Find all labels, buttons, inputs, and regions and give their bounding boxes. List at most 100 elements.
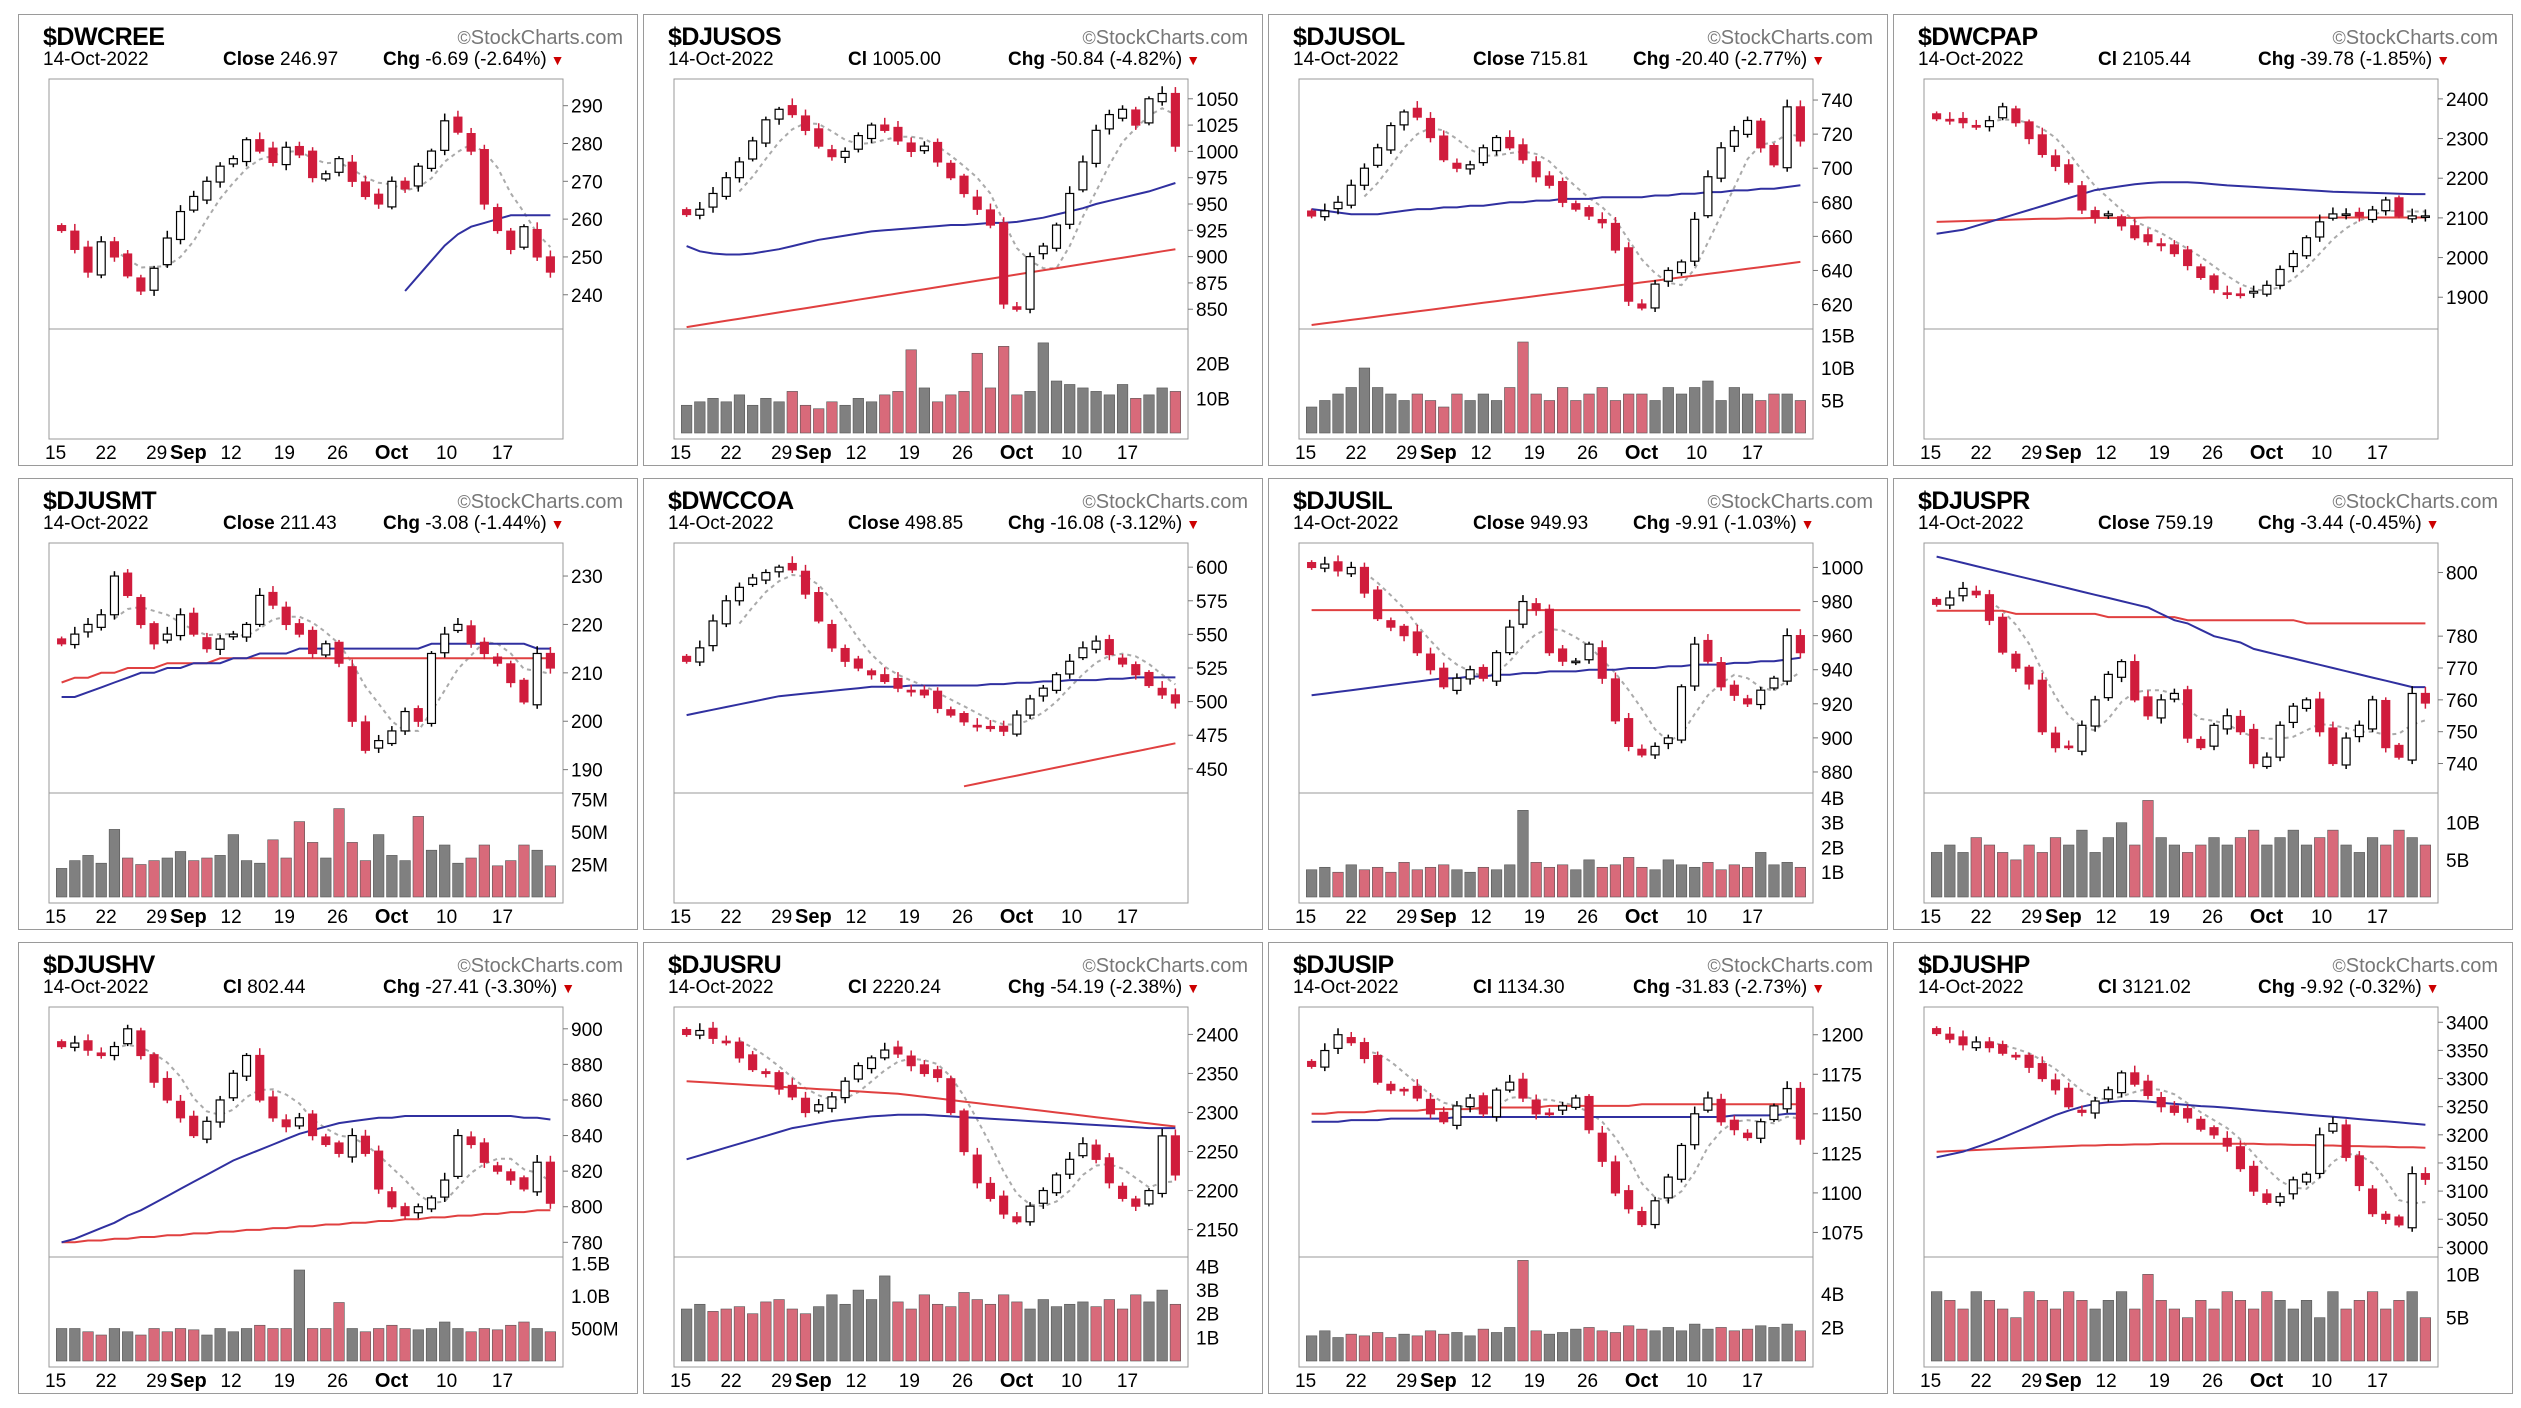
candle-body — [814, 592, 824, 622]
change-value: -31.83 (-2.73%) — [1675, 977, 1808, 998]
candle-body — [2077, 724, 2087, 752]
volume-bar — [399, 1328, 411, 1362]
volume-bar — [439, 844, 451, 898]
volume-bar — [56, 1328, 68, 1362]
candle-body — [1690, 643, 1700, 687]
volume-bar — [1143, 1301, 1155, 1362]
x-tick-label: 17 — [1117, 443, 1138, 464]
candle-body — [1945, 118, 1955, 122]
close-quote: Close 759.19 — [2098, 513, 2213, 535]
quote-date: 14-Oct-2022 — [1918, 513, 2024, 534]
symbol-title: $DJUSMT — [43, 487, 157, 515]
y-tick-label: 2150 — [1196, 1221, 1238, 1242]
quote-date: 14-Oct-2022 — [1918, 49, 2024, 70]
copyright-icon: © — [457, 28, 471, 48]
quote-date: 14-Oct-2022 — [1293, 513, 1399, 534]
candle-body — [866, 1057, 877, 1070]
volume-plot-frame — [1298, 328, 1814, 440]
close-label: Close — [1473, 513, 1525, 534]
candle-body — [1518, 1078, 1528, 1099]
volume-bar — [1345, 1333, 1357, 1362]
ma200-line — [1936, 1142, 2426, 1153]
volume-bar — [905, 349, 917, 434]
volume-bar — [2406, 1291, 2418, 1362]
ma200-line — [1936, 216, 2426, 223]
x-tick-label: 10 — [436, 1371, 457, 1392]
candle-body — [1117, 1185, 1128, 1199]
volume-bar — [1596, 866, 1608, 898]
volume-bar — [505, 1324, 517, 1362]
x-tick-label: 22 — [721, 907, 742, 928]
volume-tick-label: 10B — [2446, 1265, 2480, 1286]
volume-bar — [1024, 1308, 1036, 1362]
watermark: ©StockCharts.com — [457, 27, 623, 50]
x-tick-label: 29 — [771, 1371, 792, 1392]
candle-body — [479, 1142, 489, 1163]
candle-body — [1359, 566, 1370, 594]
candle-body — [1333, 201, 1343, 210]
x-tick-label: 26 — [2202, 1371, 2223, 1392]
candle-body — [985, 1182, 996, 1199]
change-quote: Chg -3.44 (-0.45%) ▼ — [2258, 513, 2440, 535]
x-tick-label: 10 — [2311, 443, 2332, 464]
volume-bar — [1794, 866, 1806, 898]
candle-body — [123, 253, 133, 277]
y-tick-label: 270 — [571, 172, 603, 193]
ma50-line — [1936, 181, 2426, 235]
candle-body — [2209, 275, 2219, 290]
volume-bar — [2340, 1308, 2352, 1362]
y-tick-label: 2100 — [2446, 209, 2488, 230]
candle-body — [2064, 745, 2074, 749]
candle-body — [136, 1030, 146, 1057]
volume-bar — [2221, 1291, 2233, 1362]
candle-body — [1624, 247, 1634, 302]
ma200-line — [686, 1080, 1176, 1128]
candle-body — [413, 1206, 423, 1214]
volume-bar — [346, 842, 358, 898]
candle-body — [734, 586, 745, 602]
candle-body — [946, 162, 956, 179]
volume-bar — [1477, 393, 1489, 434]
volume-bar — [2393, 1300, 2405, 1362]
ma-short-line — [1989, 118, 2426, 292]
volume-bar — [2142, 1274, 2154, 1362]
down-arrow-icon: ▼ — [1186, 516, 1201, 532]
candle-body — [492, 1165, 503, 1172]
volume-bar — [1103, 394, 1115, 434]
close-quote: Cl 1005.00 — [848, 49, 941, 71]
volume-bar — [1050, 380, 1063, 434]
x-tick-label: Oct — [1625, 442, 1659, 464]
volume-bar — [1689, 387, 1701, 434]
candle-body — [1531, 161, 1541, 178]
copyright-icon: © — [2332, 492, 2346, 512]
candle-body — [774, 1072, 784, 1090]
candle-body — [1795, 1087, 1805, 1140]
price-chart: 600 575 550 525 500 475 450 15 22 29 Sep 12 19 26 Oct 1… — [670, 542, 1228, 928]
copyright-icon: © — [457, 956, 471, 976]
candle-body — [1505, 626, 1515, 654]
candle-body — [999, 222, 1009, 305]
volume-bar — [478, 844, 490, 898]
candle-body — [519, 1177, 529, 1190]
quote-date: 14-Oct-2022 — [43, 49, 149, 70]
change-value: -3.08 (-1.44%) — [425, 513, 547, 534]
volume-bar — [1156, 1289, 1168, 1362]
candle-body — [2130, 1072, 2140, 1085]
candle-body — [919, 1064, 929, 1075]
x-tick-label: Sep — [1420, 906, 1457, 928]
volume-bar — [1306, 1335, 1318, 1362]
volume-bar — [1781, 862, 1793, 898]
candle-body — [1065, 1158, 1075, 1175]
candle-body — [1091, 640, 1101, 650]
y-tick-label: 620 — [1821, 296, 1853, 317]
close-quote: Close 246.97 — [223, 49, 338, 71]
y-tick-label: 475 — [1196, 726, 1228, 747]
candle-body — [2024, 666, 2034, 685]
candle-body — [1769, 1105, 1779, 1121]
quote-date: 14-Oct-2022 — [1293, 49, 1399, 70]
volume-bar — [1169, 1303, 1181, 1362]
candle-body — [1716, 662, 1726, 688]
candle-body — [1117, 657, 1128, 665]
candle-body — [2235, 293, 2246, 297]
candle-body — [2090, 210, 2100, 219]
